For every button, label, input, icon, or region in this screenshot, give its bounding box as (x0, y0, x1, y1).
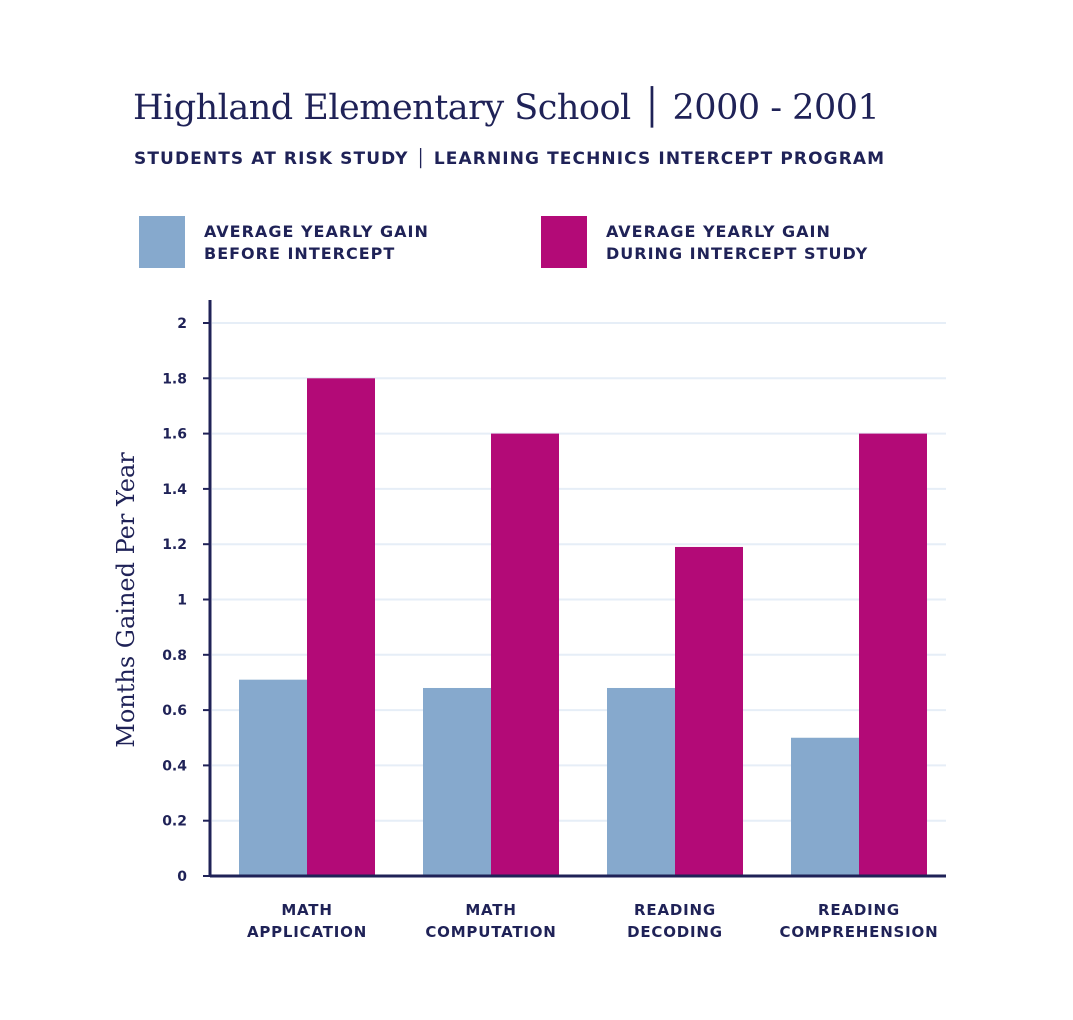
y-tick-label: 1.2 (162, 537, 187, 553)
x-category-label: MATH COMPUTATION (425, 901, 556, 941)
legend-label-during-line1: AVERAGE YEARLY GAIN (606, 222, 831, 241)
bar-during-1 (491, 433, 559, 876)
chart-title: Highland Elementary School │ 2000 - 2001 (133, 88, 880, 128)
legend-label-before: AVERAGE YEARLY GAIN BEFORE INTERCEPT (204, 221, 429, 265)
y-tick-label: 1.8 (162, 371, 187, 387)
x-category-label-line: COMPREHENSION (780, 923, 939, 941)
x-category-label-line: MATH (465, 901, 516, 919)
x-category-label-line: APPLICATION (247, 923, 367, 941)
labels: 0 0.2 0.4 0.6 0.8 1 1.2 1.4 1.6 1.8 2 MATH APPLICATI… (162, 316, 939, 941)
y-tick-label: 0 (177, 869, 187, 885)
y-tick-label: 1.6 (162, 427, 187, 443)
legend-label-before-line1: AVERAGE YEARLY GAIN (204, 222, 429, 241)
legend-swatch-during (541, 216, 587, 268)
chart-subtitle: STUDENTS AT RISK STUDY │ LEARNING TECHNI… (134, 149, 886, 169)
bar-during-3 (859, 433, 927, 876)
y-tick-label: 0.8 (162, 648, 187, 664)
x-category-label: MATH APPLICATION (247, 901, 367, 941)
x-category-label-line: COMPUTATION (425, 923, 556, 941)
x-category-label-line: READING (818, 901, 900, 919)
legend-label-during: AVERAGE YEARLY GAIN DURING INTERCEPT STU… (606, 221, 868, 265)
y-tick-label: 1.4 (162, 482, 187, 498)
x-category-label: READING DECODING (627, 901, 723, 941)
y-axis-title: Months Gained Per Year (112, 452, 140, 748)
legend-label-during-line2: DURING INTERCEPT STUDY (606, 244, 869, 263)
bar-during-2 (675, 546, 743, 876)
bars (239, 378, 927, 876)
bar-before-0 (239, 679, 307, 876)
axes (203, 300, 946, 878)
x-category-label-line: MATH (281, 901, 332, 919)
y-tick-label: 0.6 (162, 703, 187, 719)
bar-before-3 (791, 737, 859, 876)
bar-before-2 (607, 687, 675, 876)
y-tick-label: 0.2 (162, 814, 187, 830)
x-category-label-line: DECODING (627, 923, 723, 941)
legend-label-before-line2: BEFORE INTERCEPT (204, 244, 396, 263)
y-tick-label: 1 (177, 593, 187, 609)
x-category-label: READING COMPREHENSION (780, 901, 939, 941)
legend-swatch-before (139, 216, 185, 268)
bar-before-1 (423, 687, 491, 876)
bar-during-0 (307, 378, 375, 876)
y-tick-label: 0.4 (162, 758, 187, 774)
y-tick-label: 2 (177, 316, 187, 332)
x-category-label-line: READING (634, 901, 716, 919)
